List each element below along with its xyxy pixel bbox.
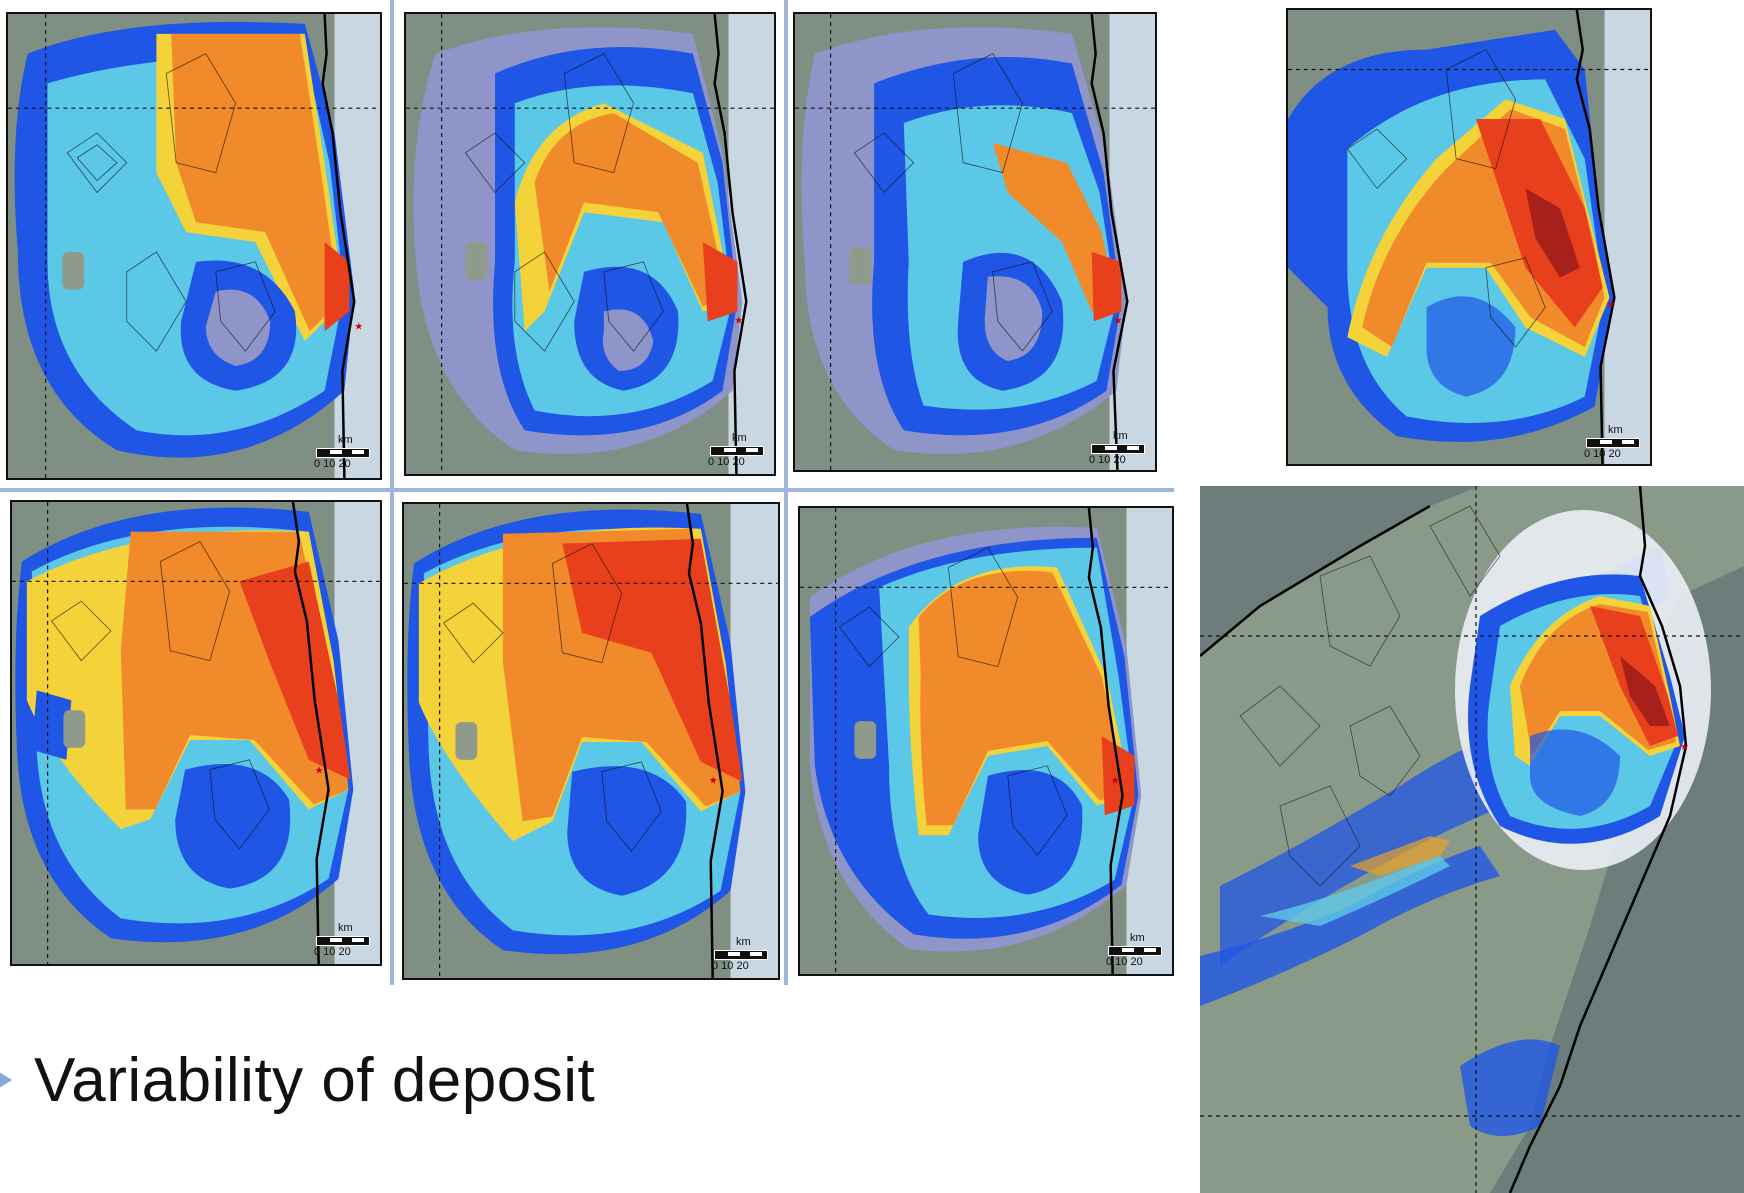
svg-text:★: ★ [315,766,324,777]
scale-bar: km 0 10 20 [712,936,774,976]
bullet-arrow-icon [0,1070,12,1090]
scale-bar: km 0 10 20 [1106,932,1168,972]
deposit-map: ★ [795,14,1155,470]
map-panel-row2-col1: ★ km 0 10 20 [10,500,382,966]
map-panel-row1-col2: ★ km 0 10 20 [404,12,776,476]
svg-text:★: ★ [734,315,743,326]
scale-bar: km 0 10 20 [708,432,770,472]
scale-bar: km 0 10 20 [1089,430,1151,470]
scale-bar-unit: km [338,434,353,446]
scale-bar-ticks: 0 10 20 [708,456,745,468]
scale-bar-unit: km [732,432,747,444]
scale-bar: km 0 10 20 [314,434,376,474]
map-panel-row1-col1: ★ km 0 10 20 [6,12,382,480]
vertical-separator-2 [784,0,788,985]
scale-bar-ticks: 0 10 20 [314,946,351,958]
deposit-map: ★ [800,508,1172,974]
scale-bar-unit: km [736,936,751,948]
scale-bar-unit: km [1113,430,1128,442]
svg-text:★: ★ [1113,315,1122,326]
deposit-map: ★ [404,504,778,978]
map-panel-row2-col3: ★ km 0 10 20 [798,506,1174,976]
scale-bar-ticks: 0 10 20 [1106,956,1143,968]
svg-text:★: ★ [1606,299,1615,310]
deposit-map: ★ [1288,10,1650,464]
svg-text:★: ★ [354,321,363,332]
deposit-map: ★ [406,14,774,474]
scale-bar-ticks: 0 10 20 [1089,454,1126,466]
regional-deposit-map: ★ [1200,486,1744,1193]
map-panel-row2-col2: ★ km 0 10 20 [402,502,780,980]
scale-bar-ticks: 0 10 20 [1584,448,1621,460]
deposit-map: ★ [12,502,380,964]
scale-bar: km 0 10 20 [314,922,376,962]
horizontal-separator [0,488,1174,492]
scale-bar: km 0 10 20 [1584,424,1646,464]
regional-map: ★ [1200,486,1744,1193]
map-panel-row1-col3: ★ km 0 10 20 [793,12,1157,472]
vertical-separator-1 [390,0,394,985]
svg-text:★: ★ [1680,742,1689,753]
scale-bar-ticks: 0 10 20 [712,960,749,972]
scale-bar-unit: km [1130,932,1145,944]
svg-text:★: ★ [709,776,718,787]
caption: Variability of deposit [0,1045,595,1115]
scale-bar-ticks: 0 10 20 [314,458,351,470]
caption-text: Variability of deposit [34,1045,596,1115]
deposit-map: ★ [8,14,380,478]
svg-text:★: ★ [1111,776,1120,787]
scale-bar-unit: km [1608,424,1623,436]
scale-bar-unit: km [338,922,353,934]
map-panel-row1-reference: ★ km 0 10 20 [1286,8,1652,466]
